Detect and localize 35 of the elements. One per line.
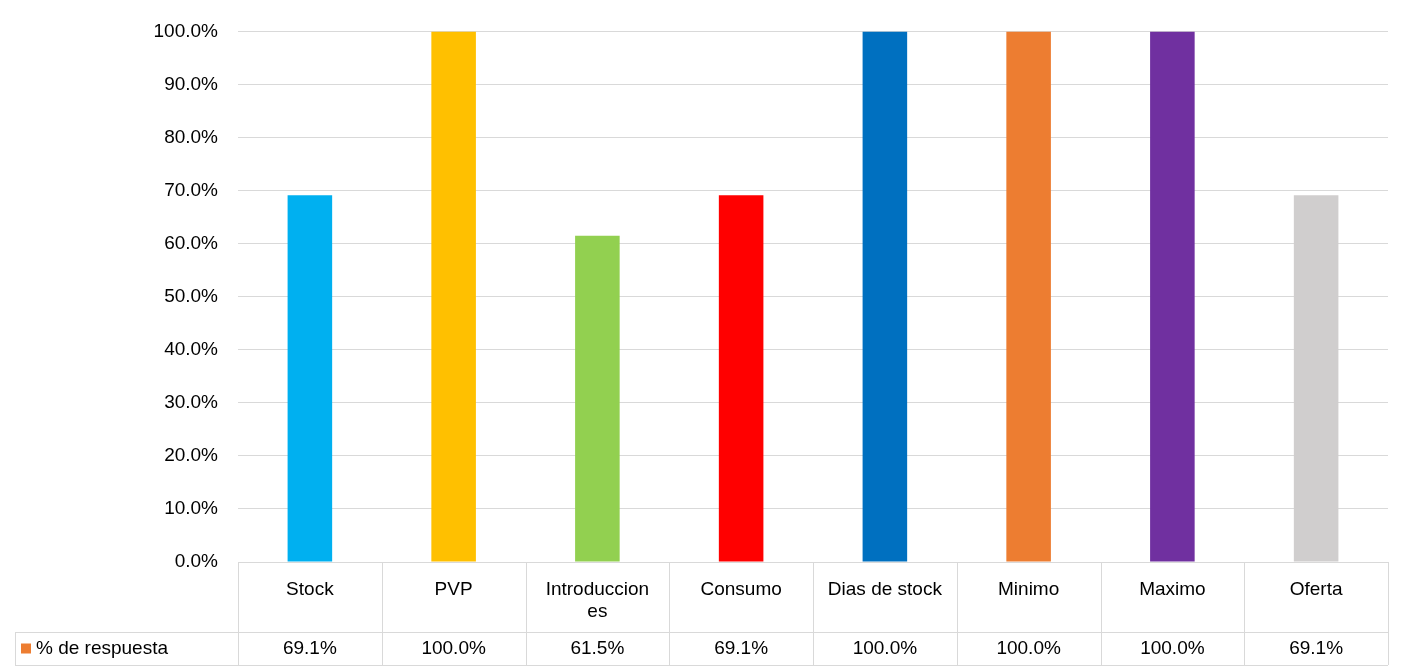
data-label: 100.0% [421,636,486,658]
y-tick-label: 10.0% [164,497,219,519]
bar [718,195,764,562]
bar [287,195,333,562]
y-tick-label: 70.0% [164,178,219,200]
x-tick-label: Introducciones [545,577,650,622]
x-tick-label: Oferta [1289,577,1343,599]
x-tick-label: Consumo [700,577,782,599]
data-label: 100.0% [1140,636,1205,658]
y-tick-label: 30.0% [164,391,219,413]
y-tick-label: 50.0% [164,284,219,306]
x-tick-label: Maximo [1139,577,1206,599]
x-tick-label: Stock [286,577,335,599]
y-tick-label: 20.0% [164,444,219,466]
data-label: 69.1% [282,636,337,658]
y-tick-label: 80.0% [164,125,219,147]
x-tick-label: PVP [434,577,473,599]
data-label: 100.0% [852,636,918,658]
y-tick-label: 100.0% [153,19,219,41]
data-label: 61.5% [570,636,625,658]
bar [431,31,476,562]
bar [575,235,620,562]
y-tick-label: 40.0% [164,337,219,359]
y-tick-label: 90.0% [164,72,219,94]
bar [1006,31,1051,562]
legend-label: % de respuesta [36,636,169,658]
bar [862,31,908,562]
y-tick-label: 0.0% [174,550,219,572]
bar [1150,31,1195,562]
x-tick-label: Dias de stock [827,577,943,599]
y-tick-label: 60.0% [164,231,219,253]
data-label: 100.0% [996,636,1061,658]
data-label: 69.1% [714,636,769,658]
x-tick-label: Minimo [998,577,1060,599]
data-label: 69.1% [1289,636,1344,658]
